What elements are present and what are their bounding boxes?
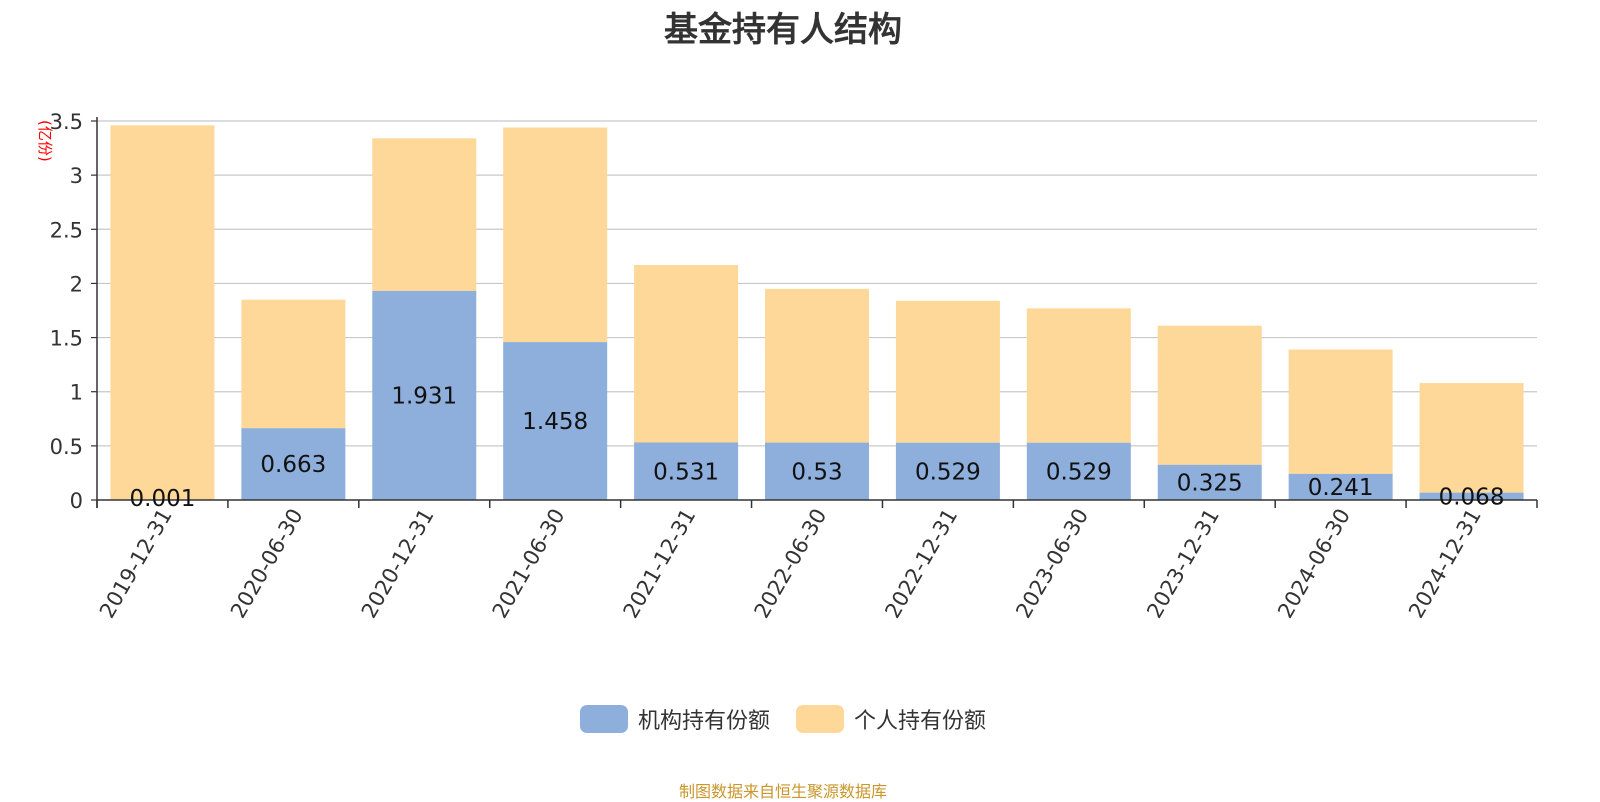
data-label-institutional: 0.53 xyxy=(791,459,842,485)
y-tick-label: 0.5 xyxy=(50,435,83,459)
bar-chart: 0 0.5 1 1.5 2 2.5 3 3.5 0.001 0.663 1.931 1.458 0.53… xyxy=(0,0,1600,700)
y-tick-label: 2.5 xyxy=(50,218,83,242)
x-tick-label: 2024-06-30 xyxy=(1273,505,1355,623)
y-tick-label: 3.5 xyxy=(50,110,83,134)
data-label-institutional: 0.068 xyxy=(1439,484,1505,510)
x-tick-label: 2019-12-31 xyxy=(95,505,177,623)
data-label-institutional: 1.931 xyxy=(391,383,457,409)
bar-individual xyxy=(1027,308,1131,442)
data-label-institutional: 0.531 xyxy=(653,459,719,485)
x-tick-label: 2021-12-31 xyxy=(619,505,701,623)
x-tick-label: 2024-12-31 xyxy=(1404,505,1486,623)
legend-swatch-individual xyxy=(796,705,844,733)
x-tick-label: 2021-06-30 xyxy=(488,505,570,623)
bar-individual xyxy=(1420,383,1524,493)
chart-legend: 机构持有份额 个人持有份额 xyxy=(0,703,1566,735)
y-tick-label: 1.5 xyxy=(50,327,83,351)
bar-individual xyxy=(372,138,476,291)
data-label-institutional: 0.001 xyxy=(130,486,196,512)
x-tick-label: 2023-06-30 xyxy=(1011,505,1093,623)
bar-individual xyxy=(634,265,738,442)
data-label-institutional: 0.529 xyxy=(1046,459,1112,485)
data-label-institutional: 0.325 xyxy=(1177,470,1243,496)
x-tick-label: 2020-12-31 xyxy=(357,504,439,622)
legend-swatch-institutional xyxy=(580,705,628,733)
y-tick-label: 2 xyxy=(70,272,83,296)
legend-item-individual[interactable]: 个人持有份额 xyxy=(796,703,986,735)
x-tick-label: 2022-12-31 xyxy=(880,505,962,623)
x-tick-label: 2022-06-30 xyxy=(750,505,832,623)
data-label-institutional: 0.529 xyxy=(915,459,981,485)
bar-individual xyxy=(1289,349,1393,473)
bar-individual xyxy=(765,289,869,443)
legend-label-individual: 个人持有份额 xyxy=(854,703,986,735)
data-label-institutional: 0.663 xyxy=(260,452,326,478)
y-tick-label: 0 xyxy=(70,489,83,513)
data-label-institutional: 1.458 xyxy=(522,409,588,435)
y-tick-label: 3 xyxy=(70,164,83,188)
legend-label-institutional: 机构持有份额 xyxy=(638,703,770,735)
x-tick-label: 2020-06-30 xyxy=(226,505,308,623)
source-note: 制图数据来自恒生聚源数据库 xyxy=(0,778,1566,802)
bar-individual xyxy=(241,300,345,429)
bar-individual xyxy=(896,301,1000,443)
x-tick-label: 2023-12-31 xyxy=(1142,505,1224,623)
bar-individual xyxy=(503,127,607,342)
y-tick-label: 1 xyxy=(70,381,83,405)
data-label-institutional: 0.241 xyxy=(1308,475,1374,501)
bar-individual xyxy=(1158,326,1262,465)
legend-item-institutional[interactable]: 机构持有份额 xyxy=(580,703,770,735)
bar-individual xyxy=(110,125,214,500)
